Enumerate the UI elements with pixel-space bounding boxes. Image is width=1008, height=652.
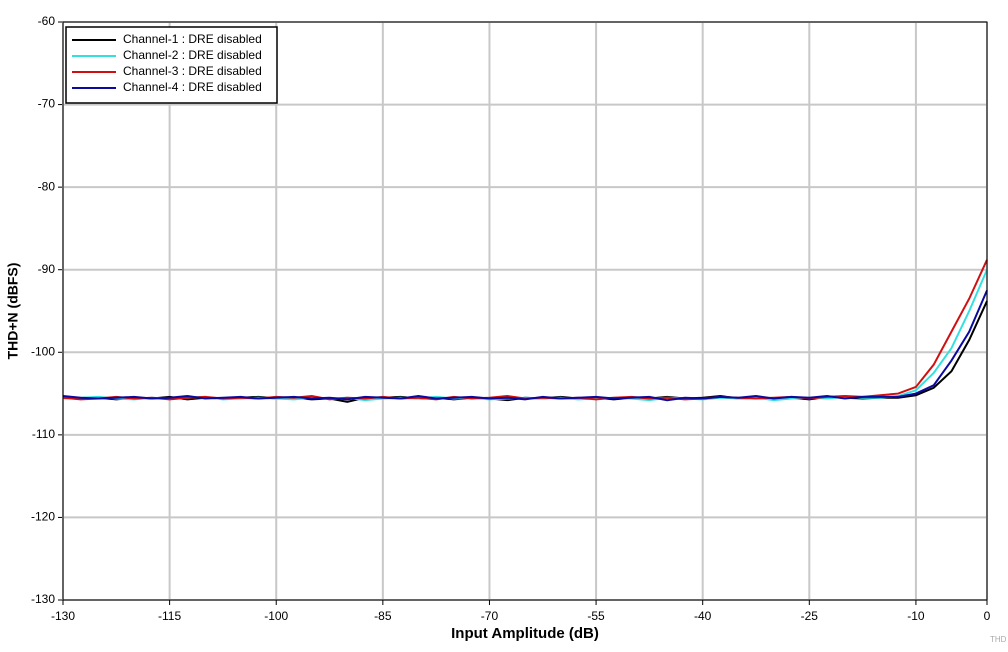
- note: THD: [990, 635, 1007, 644]
- y-tick-label: -110: [32, 427, 55, 441]
- legend-label: Channel-2 : DRE disabled: [123, 48, 262, 62]
- legend-label: Channel-1 : DRE disabled: [123, 32, 262, 46]
- plot-area: [63, 22, 987, 600]
- x-tick-label: -25: [801, 609, 819, 623]
- series-line: [62, 289, 988, 402]
- x-tick-label: -115: [158, 609, 181, 623]
- x-tick-label: -10: [907, 609, 925, 623]
- x-tick-label: -130: [51, 609, 75, 623]
- y-tick-label: -130: [31, 592, 55, 606]
- x-tick-label: -85: [374, 609, 392, 623]
- x-tick-label: 0: [984, 609, 991, 623]
- y-tick-label: -120: [31, 510, 55, 524]
- x-tick-label: -40: [694, 609, 712, 623]
- y-tick-label: -70: [38, 97, 56, 111]
- legend-label: Channel-4 : DRE disabled: [123, 80, 262, 94]
- y-tick-label: -80: [38, 179, 56, 193]
- legend-label: Channel-3 : DRE disabled: [123, 64, 262, 78]
- y-tick-label: -60: [38, 14, 56, 28]
- x-tick-label: -55: [587, 609, 605, 623]
- y-tick-label: -90: [38, 262, 56, 276]
- x-tick-label: -100: [264, 609, 288, 623]
- y-tick-label: -100: [31, 344, 55, 358]
- plot-border: [62, 21, 988, 601]
- x-tick-label: -70: [481, 609, 499, 623]
- x-axis-label: Input Amplitude (dB): [451, 625, 599, 642]
- y-axis-label: THD+N (dBFS): [5, 263, 21, 360]
